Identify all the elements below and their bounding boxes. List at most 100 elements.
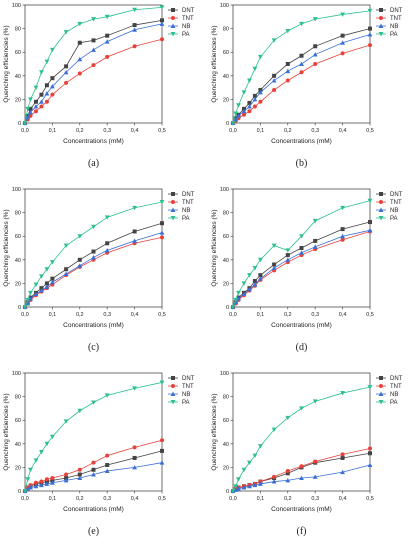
data-point (233, 111, 239, 116)
data-point (299, 21, 304, 27)
series-nb (22, 230, 165, 309)
data-point (299, 246, 304, 250)
data-point (160, 235, 164, 240)
x-tick-label: 0,5 (158, 496, 166, 502)
data-point (299, 234, 304, 239)
plot-frame (24, 4, 163, 124)
data-point (258, 444, 263, 449)
data-point (25, 297, 31, 303)
data-point (28, 290, 33, 296)
x-axis-label: Concentrations (mM) (63, 506, 124, 513)
data-point (236, 477, 241, 482)
y-tick-label: 20 (15, 97, 21, 103)
series-pa (230, 198, 373, 310)
data-point (44, 99, 49, 104)
data-point (285, 477, 291, 483)
x-tick-label: 0,3 (103, 496, 111, 502)
x-tick-label: 0,5 (366, 496, 374, 502)
series-pa (230, 385, 373, 494)
data-point (258, 89, 263, 95)
data-point (77, 475, 83, 481)
y-tick-label: 0 (226, 305, 229, 311)
x-tick-label: 0,4 (131, 312, 139, 318)
data-point (159, 21, 165, 26)
series-pa (230, 8, 373, 126)
series-line (232, 34, 371, 124)
data-point (368, 446, 372, 451)
data-point (258, 99, 263, 104)
series-line (232, 229, 371, 308)
data-point (132, 386, 137, 391)
data-point (39, 92, 44, 97)
data-point (367, 32, 373, 37)
legend: DNT TNT NB PA (168, 376, 195, 406)
x-tick-label: 0,4 (339, 496, 347, 502)
x-tick-label: 0,0 (229, 312, 237, 318)
x-tick-label: 0,0 (21, 496, 29, 502)
data-point (39, 450, 44, 455)
data-point (271, 243, 277, 249)
x-tick-label: 0,2 (284, 128, 292, 134)
y-tick-label: 80 (223, 211, 229, 217)
data-point (252, 93, 257, 98)
data-point (28, 113, 33, 118)
data-point (63, 30, 69, 35)
chart-panel: 0,0 0,1 0,2 0,3 0,4 0,5 0 20 40 60 80 100 Concentrat… (3, 187, 195, 353)
data-point (132, 465, 137, 470)
plot-frame (24, 188, 163, 308)
legend-marker (378, 216, 384, 221)
data-point (299, 406, 304, 411)
data-point (77, 234, 83, 239)
legend-marker (171, 384, 175, 388)
legend-entry: TNT (390, 16, 402, 22)
data-point (159, 460, 165, 465)
data-point (258, 276, 263, 281)
data-point (271, 479, 277, 484)
data-point (312, 52, 318, 57)
data-point (25, 114, 31, 120)
series-line (232, 386, 371, 492)
data-point (22, 489, 28, 494)
data-point (247, 104, 252, 109)
data-point (285, 253, 290, 258)
data-point (160, 37, 164, 42)
data-point (258, 54, 263, 60)
panel-label: (a) (88, 158, 99, 169)
data-point (160, 18, 164, 23)
legend-marker (171, 16, 175, 20)
data-point (50, 476, 55, 481)
data-point (285, 68, 291, 74)
data-point (91, 47, 96, 52)
data-point (50, 260, 55, 265)
data-point (312, 17, 318, 22)
data-point (247, 286, 252, 292)
x-axis-label: Concentrations (mM) (271, 322, 332, 329)
data-point (236, 103, 241, 108)
x-tick-label: 0,3 (311, 128, 319, 134)
x-tick-label: 0,1 (49, 496, 57, 502)
data-point (44, 477, 49, 482)
data-point (258, 273, 263, 278)
data-point (340, 233, 345, 239)
legend: DNT TNT NB PA (168, 192, 195, 222)
data-point (299, 475, 304, 481)
legend-marker (378, 207, 384, 212)
data-point (236, 296, 241, 301)
data-point (50, 279, 55, 285)
data-point (252, 104, 257, 109)
legend-entry: PA (182, 400, 190, 406)
data-point (312, 244, 318, 249)
data-point (39, 288, 44, 293)
data-point (285, 415, 291, 421)
data-point (285, 28, 291, 34)
y-axis-label: Quenching efficiencies (%) (3, 209, 10, 286)
data-point (132, 23, 137, 28)
data-point (271, 265, 277, 271)
x-tick-label: 0,5 (366, 128, 374, 134)
legend-marker (171, 8, 175, 12)
data-point (104, 468, 110, 473)
data-point (33, 480, 38, 485)
data-point (159, 230, 165, 235)
data-point (91, 472, 96, 477)
legend-entry: PA (390, 216, 398, 222)
